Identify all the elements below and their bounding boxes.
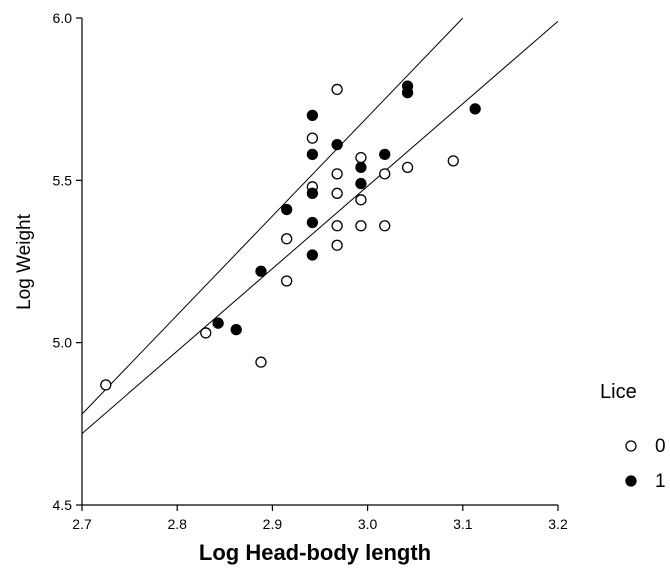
x-tick-label: 3.1 — [453, 516, 473, 532]
data-point-lice-1 — [212, 317, 224, 329]
data-point-lice-0 — [331, 187, 343, 199]
data-point-lice-1 — [230, 324, 242, 336]
fit-line — [81, 20, 559, 434]
axes: 2.7 2.8 2.9 3.0 3.1 3.2 4.5 5.0 5.5 6.0 — [53, 10, 568, 532]
data-point-lice-1 — [306, 109, 319, 122]
data-point-lice-0 — [379, 220, 391, 232]
data-point-lice-1 — [306, 148, 319, 161]
y-tick-label: 5.0 — [53, 335, 73, 351]
data-point-lice-0 — [255, 356, 267, 368]
data-point-lice-0 — [281, 275, 293, 287]
y-axis-label: Log Weight — [14, 213, 35, 309]
data-point-lice-0 — [281, 233, 293, 245]
data-points — [100, 80, 481, 391]
data-point-lice-0 — [379, 168, 391, 180]
x-tick-label: 2.9 — [263, 516, 283, 532]
y-tick-label: 5.5 — [53, 172, 73, 188]
data-point-lice-1 — [306, 249, 319, 261]
legend-title: Lice — [600, 381, 637, 403]
data-point-lice-0 — [331, 83, 343, 96]
data-point-lice-0 — [331, 239, 343, 251]
fit-line — [81, 17, 464, 415]
y-tick-label: 4.5 — [53, 497, 73, 513]
legend-marker-filled — [625, 475, 637, 487]
data-point-lice-0 — [100, 379, 112, 391]
data-point-lice-1 — [306, 187, 319, 199]
data-point-lice-1 — [379, 148, 391, 161]
data-point-lice-1 — [401, 87, 414, 99]
legend-label-0: 0 — [655, 436, 666, 457]
x-axis-label: Log Head-body length — [199, 540, 431, 565]
fit-lines — [81, 17, 559, 434]
data-point-lice-1 — [306, 216, 319, 229]
x-tick-label: 3.2 — [548, 516, 568, 532]
data-point-lice-0 — [447, 155, 459, 167]
y-tick-label: 6.0 — [53, 10, 73, 26]
data-point-lice-0 — [355, 220, 367, 232]
legend: Lice 0 1 — [600, 381, 666, 492]
data-point-lice-1 — [469, 103, 481, 115]
data-point-lice-1 — [355, 177, 367, 190]
x-tick-label: 2.7 — [72, 516, 92, 532]
x-tick-label: 3.0 — [358, 516, 378, 532]
legend-marker-open — [625, 440, 637, 452]
data-point-lice-0 — [401, 161, 414, 173]
data-point-lice-1 — [331, 138, 343, 151]
data-point-lice-0 — [331, 220, 343, 232]
data-point-lice-1 — [255, 265, 267, 277]
legend-label-1: 1 — [655, 471, 666, 492]
data-point-lice-0 — [355, 194, 367, 206]
data-point-lice-0 — [200, 327, 212, 339]
data-point-lice-1 — [355, 161, 367, 173]
data-point-lice-0 — [355, 151, 367, 164]
x-tick-label: 2.8 — [167, 516, 187, 532]
data-point-lice-1 — [281, 203, 293, 216]
data-point-lice-0 — [331, 168, 343, 180]
data-point-lice-0 — [306, 132, 319, 144]
